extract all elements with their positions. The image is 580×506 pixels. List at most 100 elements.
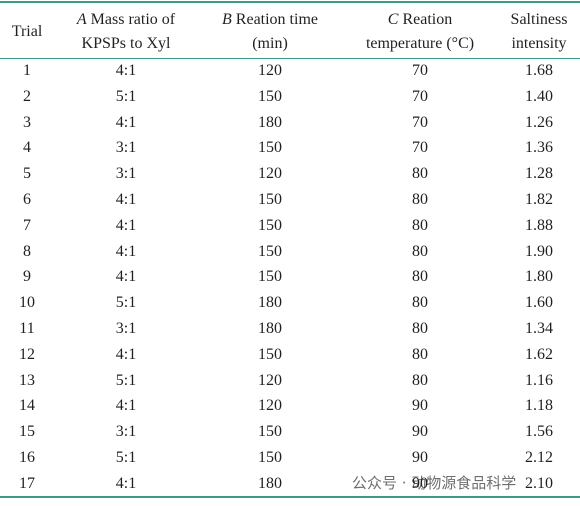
table-cell: 80 (412, 191, 428, 208)
table-cell: 1.80 (525, 268, 553, 286)
table-cell: 80 (412, 320, 428, 337)
header-cell: KPSPs to Xyl (82, 32, 171, 56)
table-cell: 3:1 (115, 423, 137, 441)
table-cell: 90 (412, 474, 428, 492)
table-cell: 15 (19, 423, 35, 441)
table-cell: 1.82 (525, 191, 553, 208)
table-cell: 17 (19, 474, 35, 492)
header-text: Trial (11, 23, 43, 40)
factor-letter: B (222, 11, 232, 28)
table-cell: 5:1 (115, 449, 137, 466)
table-cell: 1.18 (525, 397, 553, 415)
factor-letter: A (76, 11, 87, 28)
table-cell: 150 (258, 191, 282, 208)
header-cell: C Reation (388, 8, 452, 32)
table-cell: 5:1 (115, 87, 137, 105)
table-cell: 80 (412, 165, 428, 183)
table-cell: 3:1 (115, 320, 137, 337)
header-cell: B Reation time (222, 8, 318, 32)
header-cell: intensity (511, 32, 566, 56)
table-cell: 70 (412, 87, 428, 105)
table-cell: 4:1 (115, 113, 137, 131)
header-text: Mass ratio of (90, 11, 176, 28)
table-cell: 1.26 (525, 113, 553, 131)
table-cell: 4:1 (115, 474, 137, 492)
table-cell: 12 (19, 345, 35, 363)
table-cell: 1.90 (525, 242, 553, 260)
table-cell: 150 (258, 423, 282, 441)
table-cell: 70 (412, 62, 428, 79)
table-cell: 120 (258, 371, 282, 389)
table-cell: 9 (23, 268, 31, 286)
table-cell: 3:1 (115, 165, 137, 183)
table-cell: 180 (258, 113, 282, 131)
header-text: (min) (252, 35, 288, 52)
table-cell: 1.16 (525, 371, 553, 389)
table-cell: 5:1 (115, 371, 137, 389)
table-cell: 80 (412, 345, 428, 363)
factor-letter: C (387, 11, 399, 28)
table-cell: 70 (412, 113, 428, 131)
table-cell: 2 (23, 87, 31, 105)
header-cell: Trial (12, 20, 43, 44)
watermark: 公众号 · 动物源食品科学 (352, 474, 517, 492)
table-cell: 150 (258, 216, 282, 234)
table-cell: 4:1 (115, 268, 137, 286)
table-cell: 150 (258, 139, 282, 157)
table-cell: 5:1 (115, 294, 137, 312)
table-cell: 10 (19, 294, 35, 312)
table-cell: 1.34 (525, 320, 553, 337)
table-cell: 150 (258, 449, 282, 466)
table-cell: 4 (23, 139, 31, 157)
table-cell: 80 (412, 216, 428, 234)
table-cell: 3:1 (115, 139, 137, 157)
table-cell: 1.60 (525, 294, 553, 312)
header-text: intensity (511, 35, 567, 52)
table-cell: 11 (19, 320, 35, 337)
table-cell: 80 (412, 294, 428, 312)
table-cell: 120 (258, 62, 282, 79)
table-cell: 4:1 (115, 62, 137, 79)
table-cell: 1.40 (525, 87, 553, 105)
header-rule (0, 58, 580, 59)
table-cell: 120 (258, 165, 282, 183)
table-cell: 1.56 (525, 423, 553, 441)
table-cell: 80 (412, 242, 428, 260)
table-cell: 8 (23, 242, 31, 260)
table-cell: 90 (412, 397, 428, 415)
table-cell: 150 (258, 242, 282, 260)
table-cell: 2.10 (525, 474, 553, 492)
table-cell: 120 (258, 397, 282, 415)
header-cell: temperature (°C) (366, 32, 474, 56)
table-cell: 7 (23, 216, 31, 234)
table-cell: 180 (258, 320, 282, 337)
table-cell: 70 (412, 139, 428, 157)
table-cell: 80 (412, 371, 428, 389)
table-cell: 13 (19, 371, 35, 389)
bottom-rule (0, 496, 580, 498)
table-cell: 1.28 (525, 165, 553, 183)
table-cell: 150 (258, 345, 282, 363)
header-text: Reation time (235, 11, 318, 28)
table-cell: 4:1 (115, 216, 137, 234)
top-rule (0, 1, 580, 3)
header-text: temperature (°C) (365, 35, 475, 52)
table-cell: 4:1 (115, 242, 137, 260)
table-cell: 1.62 (525, 345, 553, 363)
table-cell: 5 (23, 165, 31, 183)
header-cell: (min) (252, 32, 288, 56)
table-cell: 3 (23, 113, 31, 131)
table-cell: 1.36 (525, 139, 553, 157)
table-cell: 90 (412, 423, 428, 441)
table-cell: 1.68 (525, 62, 553, 79)
table-cell: 4:1 (115, 397, 137, 415)
table-cell: 150 (258, 268, 282, 286)
header-cell: A Mass ratio of (77, 8, 175, 32)
table-cell: 2.12 (525, 449, 553, 466)
table-cell: 4:1 (115, 191, 137, 208)
header-text: KPSPs to Xyl (81, 35, 171, 52)
header-cell: Saltiness (511, 8, 568, 32)
header-text: Reation (402, 11, 453, 28)
table-cell: 14 (19, 397, 35, 415)
